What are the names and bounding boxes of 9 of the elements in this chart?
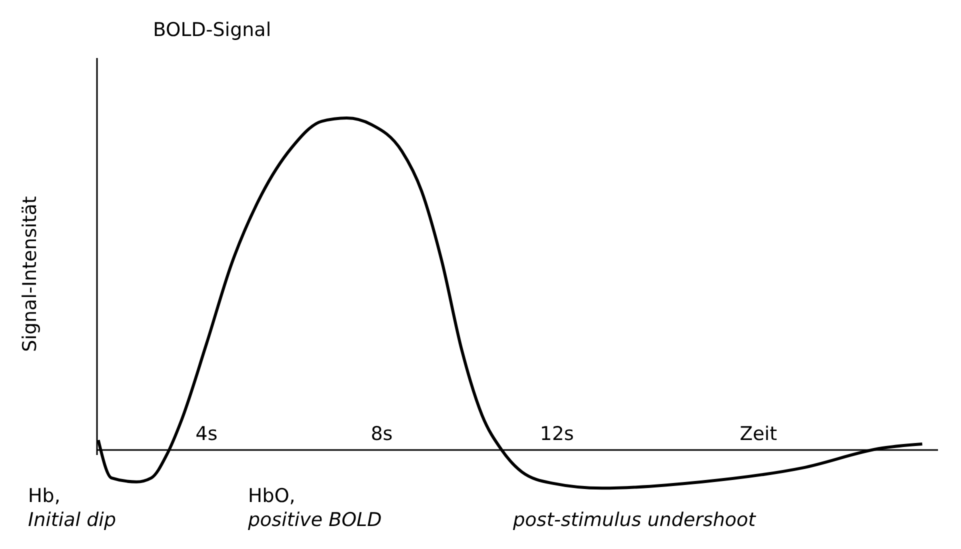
annotation: Hb, Initial dip: [28, 485, 116, 531]
x-tick-label: 4s: [196, 423, 218, 445]
y-axis-title: Signal-Intensität: [19, 196, 41, 352]
text: post-stimulus undershoot: [512, 509, 758, 531]
x-tick-label: 12s: [540, 423, 574, 445]
x-tick-label: 8s: [370, 423, 393, 445]
annotation: HbO, positive BOLD: [247, 485, 382, 531]
chart-title: BOLD-Signal: [153, 19, 272, 41]
x-axis-title: Zeit: [740, 423, 778, 445]
